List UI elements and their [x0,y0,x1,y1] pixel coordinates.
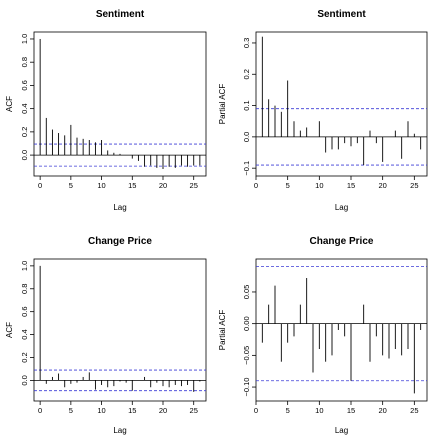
x-tick-label: 0 [38,181,42,190]
x-tick-label: 25 [190,406,198,415]
chart-title: Sentiment [317,9,366,20]
y-tick-label: 0.4 [20,103,29,113]
y-tick-label: −0.10 [242,378,251,397]
x-tick-label: 10 [315,406,323,415]
chart-title: Change Price [88,236,152,247]
x-tick-label: 5 [286,406,290,415]
x-tick-label: 0 [254,406,258,415]
y-tick-label: 0.05 [242,285,251,300]
y-tick-label: −0.1 [242,161,251,176]
x-tick-label: 25 [190,181,198,190]
plot-frame [255,31,428,177]
x-tick-label: 20 [378,406,386,415]
x-tick-label: 20 [159,181,167,190]
y-tick-label: 0.00 [242,316,251,331]
panel-change-price-acf: Change Price Lag ACF 0 5 10 15 20 25 0.0 0.2 0.4 0.6… [5,236,207,435]
panel-sentiment-acf: Sentiment Lag ACF 0 5 10 15 20 25 0.0 0.2 0.4 0.6 0.8… [5,9,207,212]
x-tick-label: 5 [69,181,73,190]
chart-title: Sentiment [96,9,145,20]
x-tick-label: 0 [254,181,258,190]
y-tick-label: 0.2 [20,127,29,137]
x-tick-label: 15 [347,406,355,415]
y-axis-label: Partial ACF [218,84,227,125]
y-tick-label: 0.8 [20,284,29,294]
y-tick-label: 0.2 [20,352,29,362]
x-tick-label: 0 [38,406,42,415]
x-tick-label: 10 [97,406,105,415]
x-tick-label: 20 [159,406,167,415]
y-tick-label: 0.6 [20,306,29,316]
x-axis-label: Lag [335,203,348,212]
y-tick-label: 0.2 [242,69,251,79]
y-axis-label: ACF [5,96,14,112]
x-axis-label: Lag [335,426,348,435]
y-tick-label: 0.0 [20,375,29,385]
panel-sentiment-pacf: Sentiment Lag Partial ACF 0 5 10 15 20 25 −0.1 0.0… [218,9,428,212]
y-tick-label: 1.0 [20,261,29,271]
plot-frame [33,258,207,402]
x-axis-label: Lag [113,426,126,435]
chart-title: Change Price [310,236,374,247]
y-axis-label: ACF [5,322,14,338]
y-tick-label: 0.0 [20,150,29,160]
x-tick-label: 15 [128,181,136,190]
panel-change-price-pacf: Change Price Lag Partial ACF 0 5 10 15 20 25 −0.1… [218,236,428,435]
y-axis-label: Partial ACF [218,310,227,351]
y-tick-label: 0.3 [242,38,251,48]
x-tick-label: 20 [378,181,386,190]
plot-frame [255,258,428,402]
x-tick-label: 5 [69,406,73,415]
y-tick-label: 1.0 [20,34,29,44]
x-tick-label: 25 [410,406,418,415]
y-tick-label: 0.6 [20,80,29,90]
y-tick-label: 0.8 [20,57,29,67]
y-tick-label: 0.4 [20,329,29,339]
x-tick-label: 10 [315,181,323,190]
y-tick-label: 0.0 [242,132,251,142]
plot-frame [33,31,207,177]
x-tick-label: 10 [97,181,105,190]
y-tick-label: −0.05 [242,346,251,365]
x-axis-label: Lag [113,203,126,212]
x-tick-label: 15 [347,181,355,190]
y-tick-label: 0.1 [242,100,251,110]
x-tick-label: 25 [410,181,418,190]
x-tick-label: 5 [286,181,290,190]
x-tick-label: 15 [128,406,136,415]
